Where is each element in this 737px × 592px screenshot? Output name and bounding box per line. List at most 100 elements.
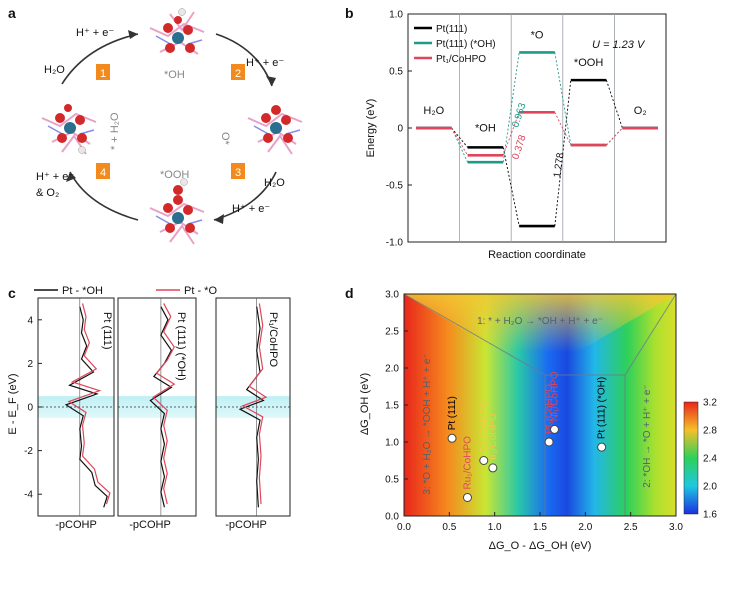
step-box-4 — [96, 163, 110, 179]
molecule-left — [41, 104, 97, 155]
x-label-d: ΔG_O - ΔG_OH (eV) — [489, 540, 592, 552]
legend-text-c: Pt - *O — [184, 285, 217, 297]
catalyst-label: Pt (111) — [447, 396, 458, 430]
y-axis-b: 1.0 0.5 0 -0.5 -1.0 — [386, 10, 412, 249]
y-tick-label-c: -2 — [24, 446, 33, 457]
legend-text-c: Pt - *OH — [62, 285, 103, 297]
state-dividers — [459, 14, 615, 242]
region-label-3: 3: *O + H₂O → *OOH + H⁺ + e⁻ — [422, 353, 433, 494]
catalyst-marker — [447, 433, 457, 443]
step-number-4: 4 — [100, 167, 106, 179]
species-oh: *OH — [164, 69, 185, 81]
energy-connector — [554, 80, 572, 227]
legend-b: Pt(111) Pt(111) (*OH) Pt₁/CoHPO — [414, 24, 496, 65]
y-tick-label-b: 1.0 — [389, 10, 403, 21]
cohp-curve — [241, 303, 268, 505]
region-label-2: 2: *OH → *O + H⁺ + e⁻ — [642, 384, 653, 487]
y-label-c: E - E_F (eV) — [7, 373, 19, 434]
molecule-right — [247, 105, 303, 155]
x-label-c-1: -pCOHP — [55, 519, 97, 531]
colorbar-tick-label: 1.6 — [703, 510, 717, 521]
catalyst-label: Fe₁/CoHPO — [479, 400, 490, 452]
y-label-d: ΔG_OH (eV) — [359, 373, 371, 435]
energy-connector — [605, 79, 623, 129]
x-label-b: Reaction coordinate — [488, 249, 586, 261]
catalyst-label: Pt (111) (*OH) — [597, 377, 608, 439]
state-label: *OH — [475, 122, 496, 134]
cohp-frame-2 — [117, 297, 197, 517]
catalyst-marker — [462, 493, 472, 502]
x-tick-label-d: 1.5 — [533, 522, 547, 533]
molecule-top — [149, 8, 205, 55]
y-tick-label-b: 0 — [397, 124, 403, 135]
state-label: H₂O — [423, 105, 444, 117]
panel-label-c: c — [8, 285, 16, 301]
step4-products2: & O₂ — [36, 187, 59, 199]
y-tick-label-d: 2.0 — [385, 364, 399, 375]
catalyst-label: Ni₁/CoHPO — [550, 371, 561, 421]
cohp-frame-3 — [215, 297, 291, 517]
step1-products: H⁺ + e⁻ — [76, 27, 114, 39]
panel-c: c Pt - *OH Pt - *O E - E_F (eV) 4 2 0 -2 -4 -… — [7, 285, 291, 531]
energy-connector — [451, 127, 468, 148]
panel-a: a — [8, 5, 303, 245]
x-tick-label-d: 2.5 — [624, 522, 638, 533]
colorbar-tick-label: 2.0 — [703, 482, 717, 493]
step-box-1 — [96, 64, 110, 80]
legend-text-b: Pt(111) (*OH) — [436, 39, 496, 50]
colorbar-ticks: 3.2 2.8 2.4 2.0 1.6 — [703, 398, 717, 521]
colorbar-tick-label: 2.8 — [703, 426, 717, 437]
potential-label: U = 1.23 V — [592, 39, 646, 51]
y-axis-c: 4 2 0 -2 -4 — [24, 315, 42, 501]
cycle-arrows — [61, 33, 277, 221]
step-box-2 — [231, 64, 245, 80]
arrow-step-1 — [61, 33, 139, 85]
colorbar-tick-label: 3.2 — [703, 398, 717, 409]
cohp-curve — [64, 306, 108, 508]
y-tick-label-b: -1.0 — [386, 238, 404, 249]
subpanel-label-1: Pt (111) — [101, 312, 113, 350]
step3-products: H⁺ + e⁻ — [232, 203, 270, 215]
y-label-b: Energy (eV) — [365, 99, 377, 158]
y-tick-label-d: 0.5 — [385, 475, 399, 486]
x-label-c-3: -pCOHP — [225, 519, 267, 531]
x-tick-label-d: 3.0 — [669, 522, 683, 533]
cohp-curves — [64, 303, 268, 508]
catalyst-label: Ru₁/CoHPO — [462, 436, 473, 490]
y-tick-label-d: 3.0 — [385, 290, 399, 301]
species-ooh: *OOH — [160, 169, 189, 181]
catalyst-marker — [597, 442, 607, 452]
axes-d: 0.0 0.5 1.0 1.5 2.0 2.5 3.0 3.0 2.5 2.0 1.5 1.0 0.5 0… — [385, 290, 683, 534]
y-tick-label-c: 2 — [27, 359, 33, 370]
panel-label-d: d — [345, 285, 354, 301]
state-labels: H₂O *OH *O *OOH O₂ — [423, 29, 646, 134]
step1-reactant: H₂O — [44, 64, 65, 76]
species-o: O* — [219, 132, 231, 146]
catalyst-label: Ir₁/CoHPO — [488, 413, 499, 460]
x-label-c-2: -pCOHP — [129, 519, 171, 531]
step2-products: H⁺ + e⁻ — [246, 57, 284, 69]
annotation-0963: 0.963 — [510, 101, 528, 129]
panel-label-a: a — [8, 5, 16, 21]
panel-label-b: b — [345, 5, 354, 21]
cohp-curve — [238, 306, 265, 508]
y-tick-label-d: 2.5 — [385, 327, 399, 338]
catalyst-marker — [479, 456, 489, 465]
legend-text-b: Pt₁/CoHPO — [436, 54, 486, 65]
state-label: O₂ — [634, 105, 647, 117]
cohp-frames — [37, 297, 291, 517]
x-tick-label-d: 1.0 — [488, 522, 502, 533]
y-tick-label-d: 0.0 — [385, 512, 399, 523]
arrow-heads — [66, 30, 276, 224]
catalyst-label: Pt₁/CoHPO — [544, 384, 555, 434]
panel-d: d 1: * + H₂O → *OH + H⁺ + e⁻ 2: *OH → *O… — [345, 285, 717, 552]
step-number-2: 2 — [235, 68, 241, 80]
annotation-1278: 1.278 — [552, 152, 566, 179]
step-box-3 — [231, 163, 245, 179]
y-tick-label-c: -4 — [24, 490, 33, 501]
catalyst-marker — [544, 437, 554, 447]
x-tick-label-d: 0.0 — [397, 522, 411, 533]
cohp-curve — [67, 303, 111, 505]
